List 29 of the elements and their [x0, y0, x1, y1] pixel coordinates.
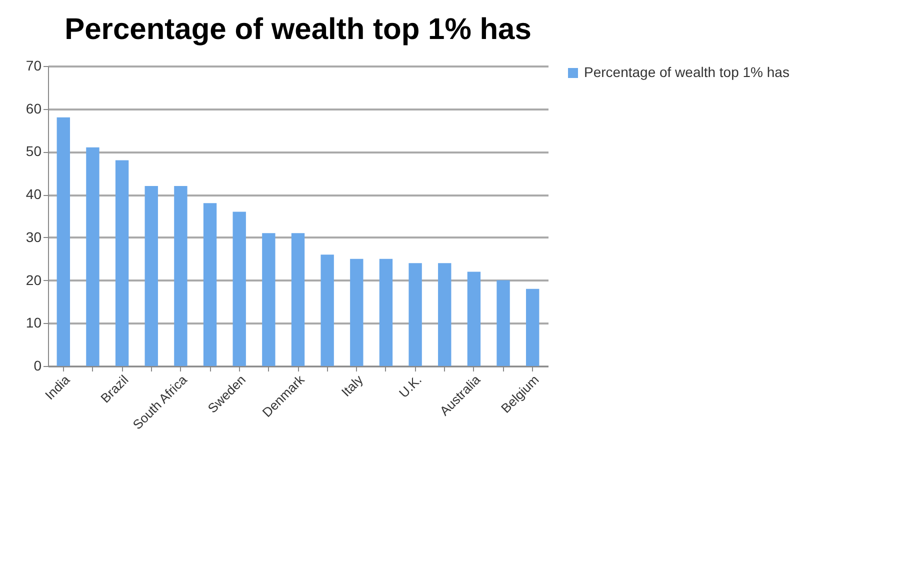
y-tick-label: 50	[26, 143, 42, 160]
bar	[526, 288, 540, 366]
bar	[291, 233, 305, 366]
y-tick-label: 40	[26, 186, 42, 202]
bar	[115, 160, 129, 366]
bar	[379, 258, 393, 366]
y-tick-label: 70	[26, 58, 42, 74]
bar	[262, 233, 276, 366]
y-tick-label: 30	[26, 228, 42, 245]
bar	[438, 263, 452, 366]
bar	[232, 212, 246, 366]
y-tick-label: 0	[34, 358, 42, 374]
bar	[174, 186, 188, 366]
bar	[320, 254, 334, 366]
bar	[467, 272, 481, 366]
y-tick-label: 60	[26, 100, 42, 116]
legend-label: Percentage of wealth top 1% has	[584, 64, 790, 80]
bar	[144, 186, 158, 366]
bar	[56, 117, 70, 366]
bar	[496, 280, 510, 366]
bar	[203, 203, 217, 366]
bar	[350, 258, 364, 366]
bar	[86, 147, 100, 366]
x-tick-label: U.K.	[396, 372, 424, 401]
y-tick-label: 20	[26, 272, 42, 288]
chart-title: Percentage of wealth top 1% has	[64, 13, 532, 46]
x-tick-label: Italy	[338, 372, 366, 400]
bar	[408, 263, 422, 366]
y-tick-label: 10	[26, 314, 42, 331]
